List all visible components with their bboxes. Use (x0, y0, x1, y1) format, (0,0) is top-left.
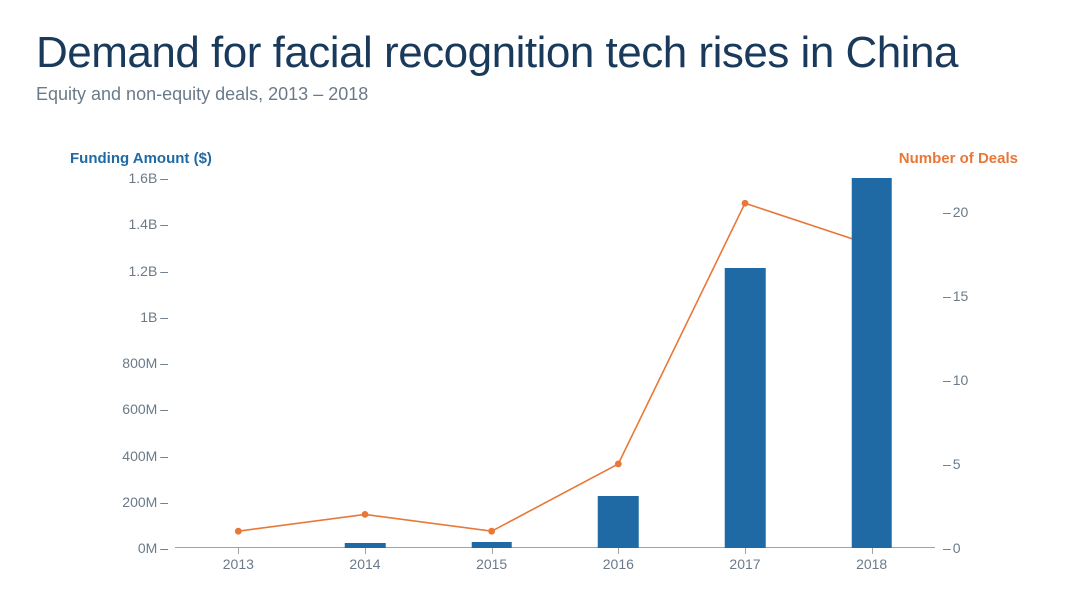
deals-line-series (175, 178, 935, 548)
x-tick-mark (745, 548, 746, 554)
x-tick-label: 2018 (856, 556, 887, 572)
funding-bar (725, 268, 766, 548)
y-left-tick: 400M (105, 448, 167, 464)
y-left-tick: 1B (105, 309, 167, 325)
y-right-tick: 10 (943, 372, 987, 388)
chart-title: Demand for facial recognition tech rises… (36, 28, 1071, 78)
funding-bar (598, 496, 639, 548)
deals-marker (362, 511, 369, 518)
y-left-tick: 600M (105, 401, 167, 417)
x-tick-label: 2014 (349, 556, 380, 572)
funding-bar (345, 543, 386, 548)
y-left-axis-label: Funding Amount ($) (70, 150, 212, 167)
y-left-tick: 1.2B (105, 263, 167, 279)
y-right-tick: 15 (943, 288, 987, 304)
x-tick-label: 2013 (223, 556, 254, 572)
funding-bar (851, 178, 892, 548)
deals-marker (742, 200, 749, 207)
y-left-tick: 1.6B (105, 170, 167, 186)
chart-header: Demand for facial recognition tech rises… (0, 0, 1071, 105)
plot-area: 0M200M400M600M800M1B1.2B1.4B1.6B05101520… (175, 178, 935, 548)
y-right-tick: 5 (943, 456, 987, 472)
funding-bar (471, 542, 512, 548)
y-left-tick: 800M (105, 355, 167, 371)
deals-line (238, 203, 871, 531)
x-tick-label: 2015 (476, 556, 507, 572)
deals-marker (235, 528, 242, 535)
y-left-tick: 200M (105, 494, 167, 510)
x-tick-mark (238, 548, 239, 554)
y-right-tick: 20 (943, 204, 987, 220)
chart-subtitle: Equity and non-equity deals, 2013 – 2018 (36, 84, 1071, 105)
x-tick-mark (618, 548, 619, 554)
x-tick-label: 2016 (603, 556, 634, 572)
x-tick-mark (365, 548, 366, 554)
x-tick-mark (492, 548, 493, 554)
deals-marker (615, 461, 622, 468)
chart-container: Funding Amount ($) Number of Deals 0M200… (60, 150, 1020, 590)
x-tick-label: 2017 (729, 556, 760, 572)
y-right-axis-label: Number of Deals (899, 150, 1018, 167)
x-axis-line (175, 547, 935, 548)
y-left-tick: 1.4B (105, 216, 167, 232)
deals-marker (488, 528, 495, 535)
x-tick-mark (872, 548, 873, 554)
y-right-tick: 0 (943, 540, 987, 556)
y-left-tick: 0M (105, 540, 167, 556)
